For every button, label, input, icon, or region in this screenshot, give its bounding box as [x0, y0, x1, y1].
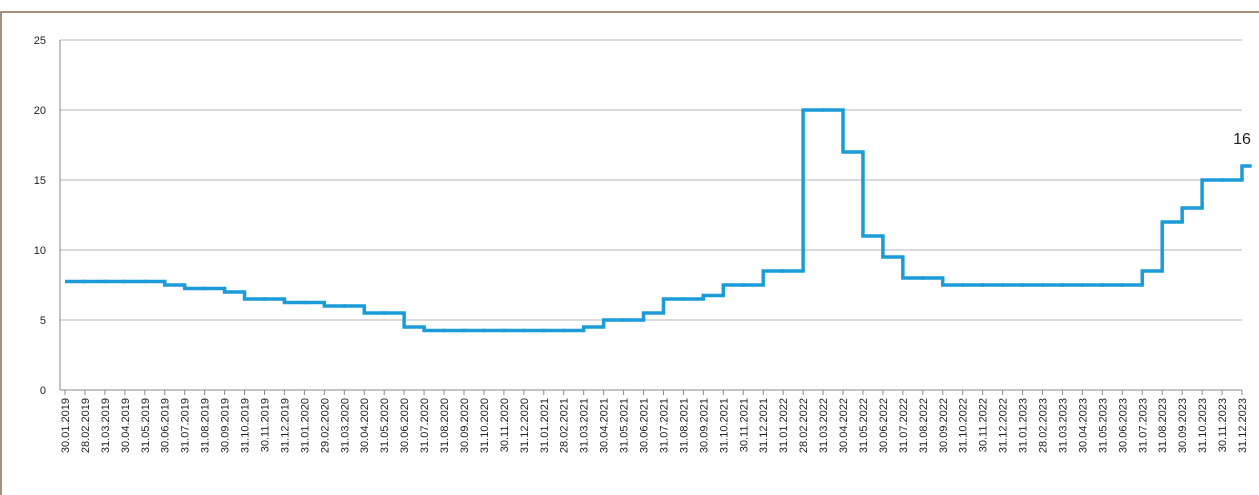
- x-tick-label: 31.08.2023: [1157, 398, 1169, 453]
- x-tick-label: 31.05.2021: [619, 398, 631, 453]
- x-tick-label: 28.02.2022: [798, 398, 810, 453]
- y-tick-label: 20: [34, 105, 46, 117]
- y-tick-label: 0: [40, 385, 46, 397]
- x-tick-label: 31.12.2020: [519, 398, 531, 453]
- x-tick-label: 30.11.2019: [259, 398, 271, 452]
- x-tick-label: 30.09.2022: [938, 398, 950, 453]
- x-tick-label: 30.09.2020: [459, 398, 471, 453]
- x-tick-label: 31.05.2023: [1097, 398, 1109, 453]
- x-tick-label: 31.01.2022: [778, 398, 790, 453]
- y-tick-label: 25: [34, 35, 46, 47]
- x-tick-label: 31.01.2020: [299, 398, 311, 453]
- x-tick-label: 31.12.2019: [279, 398, 291, 453]
- x-tick-label: 30.06.2021: [639, 398, 651, 453]
- x-tick-label: 30.04.2019: [120, 398, 132, 453]
- x-tick-label: 30.04.2022: [838, 398, 850, 453]
- x-tick-label: 30.11.2020: [499, 398, 511, 452]
- x-tick-label: 31.08.2020: [439, 398, 451, 453]
- x-tick-label: 31.08.2022: [918, 398, 930, 453]
- x-tick-label: 29.02.2020: [319, 398, 331, 453]
- x-tick-label: 31.07.2020: [419, 398, 431, 453]
- y-tick-label: 10: [34, 245, 46, 257]
- x-tick-label: 31.07.2022: [898, 398, 910, 453]
- x-tick-label: 31.08.2019: [200, 398, 212, 453]
- y-tick-label: 5: [40, 315, 46, 327]
- x-tick-label: 31.03.2021: [579, 398, 591, 453]
- x-tick-label: 31.03.2020: [339, 398, 351, 453]
- x-tick-label: 31.03.2022: [818, 398, 830, 453]
- x-tick-label: 31.12.2021: [758, 398, 770, 453]
- x-tick-label: 31.03.2023: [1057, 398, 1069, 453]
- x-tick-label: 31.08.2021: [678, 398, 690, 453]
- x-tick-label: 30.06.2019: [160, 398, 172, 453]
- x-tick-label: 30.11.2023: [1217, 398, 1229, 452]
- x-tick-label: 31.10.2020: [479, 398, 491, 453]
- y-tick-label: 15: [34, 175, 46, 187]
- x-tick-label: 30.06.2023: [1117, 398, 1129, 453]
- x-tick-label: 31.12.2022: [998, 398, 1010, 453]
- x-tick-label: 30.04.2021: [599, 398, 611, 453]
- x-tick-label: 30.06.2022: [878, 398, 890, 453]
- x-tick-label: 31.03.2019: [100, 398, 112, 453]
- x-tick-label: 31.12.2023: [1237, 398, 1249, 453]
- x-tick-label: 30.09.2019: [220, 398, 232, 453]
- x-tick-label: 31.05.2020: [379, 398, 391, 453]
- frame: [0, 11, 1259, 495]
- x-tick-label: 30.04.2023: [1077, 398, 1089, 453]
- x-tick-label: 31.01.2021: [539, 398, 551, 453]
- x-tick-label: 30.01.2019: [60, 398, 72, 453]
- x-tick-label: 30.11.2022: [978, 398, 990, 452]
- x-tick-label: 31.07.2023: [1137, 398, 1149, 453]
- x-tick-label: 30.09.2021: [698, 398, 710, 453]
- x-tick-label: 28.02.2019: [80, 398, 92, 453]
- x-tick-label: 28.02.2023: [1038, 398, 1050, 453]
- x-tick-label: 30.11.2021: [738, 398, 750, 452]
- x-tick-label: 31.01.2023: [1018, 398, 1030, 453]
- data-label: 16: [1233, 131, 1251, 148]
- x-tick-label: 31.10.2023: [1197, 398, 1209, 453]
- x-tick-label: 31.07.2021: [658, 398, 670, 453]
- x-tick-label: 31.10.2021: [718, 398, 730, 453]
- x-tick-label: 31.10.2019: [240, 398, 252, 453]
- x-tick-label: 31.05.2022: [858, 398, 870, 453]
- x-tick-label: 31.10.2022: [958, 398, 970, 453]
- x-tick-label: 31.07.2019: [180, 398, 192, 453]
- x-tick-label: 30.04.2020: [359, 398, 371, 453]
- x-tick-label: 30.06.2020: [399, 398, 411, 453]
- x-tick-label: 30.09.2023: [1177, 398, 1189, 453]
- x-tick-label: 28.02.2021: [559, 398, 571, 453]
- x-tick-label: 31.05.2019: [140, 398, 152, 453]
